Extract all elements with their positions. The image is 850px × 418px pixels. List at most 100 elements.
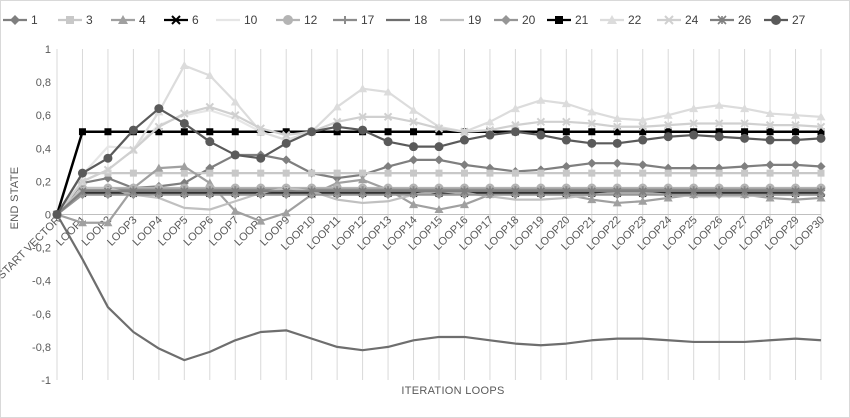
data-point <box>409 117 418 127</box>
data-point <box>791 187 800 196</box>
data-point <box>256 216 266 225</box>
data-point <box>689 130 699 140</box>
legend-label: 3 <box>86 13 93 27</box>
data-point <box>434 187 444 196</box>
data-point <box>78 128 86 136</box>
data-point <box>256 127 266 136</box>
data-point <box>409 155 419 165</box>
y-tick-label: -0,2 <box>32 243 51 255</box>
data-point <box>333 128 341 136</box>
legend-item-24: 24 <box>657 13 699 27</box>
y-tick-label: -0,4 <box>32 276 51 288</box>
data-point <box>663 132 673 142</box>
legend-label: 27 <box>792 13 806 27</box>
legend-item-22: 22 <box>600 13 642 27</box>
legend-label: 22 <box>628 13 642 27</box>
data-point <box>459 200 469 209</box>
data-point <box>537 169 545 177</box>
legend-label: 4 <box>139 13 146 27</box>
data-point <box>765 135 775 145</box>
data-point <box>383 112 393 122</box>
data-point <box>766 169 774 177</box>
data-point <box>205 137 215 147</box>
legend-item-27: 27 <box>764 13 806 27</box>
series-18 <box>56 213 822 362</box>
legend-item-21: 21 <box>547 13 589 27</box>
data-point <box>612 158 622 168</box>
data-point <box>587 158 597 168</box>
legend-label: 6 <box>192 13 199 27</box>
data-point <box>485 187 494 196</box>
data-point <box>435 169 443 177</box>
legend-item-6: 6 <box>164 13 199 27</box>
legend-item-4: 4 <box>111 13 146 27</box>
data-point <box>588 169 596 177</box>
series-27 <box>52 104 826 219</box>
data-point <box>333 187 342 196</box>
data-point <box>792 169 800 177</box>
data-point <box>358 112 367 122</box>
legend-label: 1 <box>31 13 38 27</box>
data-point <box>281 208 291 217</box>
data-point <box>154 104 164 114</box>
data-point <box>511 120 520 130</box>
data-point <box>715 187 724 196</box>
data-point <box>714 119 724 128</box>
data-point <box>485 117 495 126</box>
series-26 <box>52 187 826 219</box>
data-point <box>740 119 749 128</box>
legend-label: 19 <box>468 13 482 27</box>
data-point <box>358 125 368 135</box>
data-point <box>510 127 520 137</box>
data-point <box>792 128 800 136</box>
data-point <box>205 70 215 79</box>
data-point <box>741 128 749 136</box>
data-point <box>154 163 164 172</box>
data-point <box>231 169 239 177</box>
data-point <box>587 119 597 128</box>
data-point <box>664 187 673 196</box>
legend-label: 18 <box>414 13 428 27</box>
data-point <box>281 138 291 148</box>
data-point <box>358 187 367 196</box>
data-point <box>281 130 291 140</box>
data-point <box>129 187 138 196</box>
data-point <box>561 135 571 145</box>
legend: 1 3 4 6 10 12 17 18 19 20 21 22 24 26 27 <box>3 13 806 27</box>
data-point <box>205 102 215 112</box>
data-point <box>307 187 316 196</box>
data-point <box>561 99 571 108</box>
data-point <box>460 127 469 136</box>
gridlines <box>56 49 822 380</box>
data-point <box>384 169 392 177</box>
y-tick-label: 0,8 <box>36 77 51 89</box>
data-point <box>409 105 419 114</box>
data-point <box>587 107 597 116</box>
data-point <box>180 169 188 177</box>
data-point <box>639 128 647 136</box>
data-point <box>638 160 648 170</box>
legend-label: 20 <box>522 13 536 27</box>
data-point <box>231 187 240 196</box>
data-point <box>816 133 826 143</box>
data-point <box>358 175 368 184</box>
y-axis-ticks: 1 0,8 0,6 0,4 0,2 0 -0,2 -0,4 -0,6 -0,8 -1 <box>32 44 51 387</box>
data-point <box>231 128 239 136</box>
data-point <box>256 124 265 133</box>
data-point <box>638 187 647 196</box>
data-point <box>435 128 443 136</box>
data-point <box>77 168 87 178</box>
data-point <box>791 120 800 130</box>
data-point <box>307 127 317 137</box>
data-point <box>434 205 444 214</box>
data-point <box>562 169 570 177</box>
y-tick-label: 1 <box>45 44 51 56</box>
data-point <box>434 142 444 152</box>
legend-item-3: 3 <box>58 13 93 27</box>
data-point <box>664 128 672 136</box>
data-point <box>459 135 469 145</box>
data-point <box>460 169 468 177</box>
legend-item-20: 20 <box>494 13 536 27</box>
data-point <box>230 97 240 106</box>
